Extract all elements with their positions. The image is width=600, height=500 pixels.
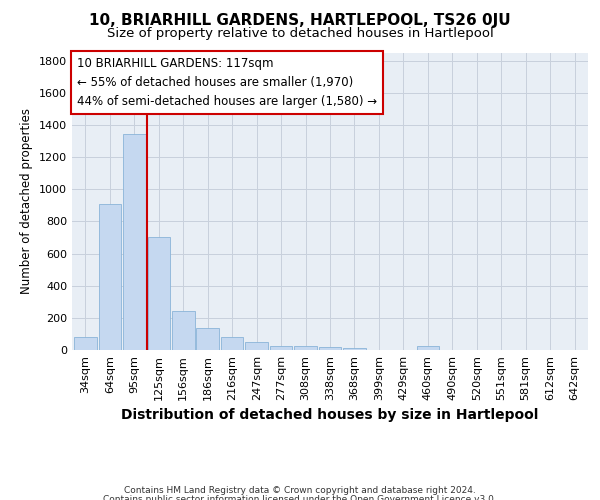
Bar bbox=[294, 346, 317, 350]
Bar bbox=[221, 337, 244, 350]
Text: 10 BRIARHILL GARDENS: 117sqm
← 55% of detached houses are smaller (1,970)
44% of: 10 BRIARHILL GARDENS: 117sqm ← 55% of de… bbox=[77, 57, 377, 108]
Bar bbox=[172, 310, 194, 350]
Bar bbox=[319, 347, 341, 350]
Bar bbox=[343, 348, 366, 350]
Bar bbox=[196, 328, 219, 350]
Bar bbox=[416, 346, 439, 350]
Bar bbox=[270, 346, 292, 350]
Bar bbox=[74, 337, 97, 350]
Text: 10, BRIARHILL GARDENS, HARTLEPOOL, TS26 0JU: 10, BRIARHILL GARDENS, HARTLEPOOL, TS26 … bbox=[89, 12, 511, 28]
Bar bbox=[98, 204, 121, 350]
Text: Contains public sector information licensed under the Open Government Licence v3: Contains public sector information licen… bbox=[103, 495, 497, 500]
Bar bbox=[245, 342, 268, 350]
X-axis label: Distribution of detached houses by size in Hartlepool: Distribution of detached houses by size … bbox=[121, 408, 539, 422]
Text: Contains HM Land Registry data © Crown copyright and database right 2024.: Contains HM Land Registry data © Crown c… bbox=[124, 486, 476, 495]
Text: Size of property relative to detached houses in Hartlepool: Size of property relative to detached ho… bbox=[107, 28, 493, 40]
Bar bbox=[123, 134, 146, 350]
Bar bbox=[148, 238, 170, 350]
Y-axis label: Number of detached properties: Number of detached properties bbox=[20, 108, 34, 294]
